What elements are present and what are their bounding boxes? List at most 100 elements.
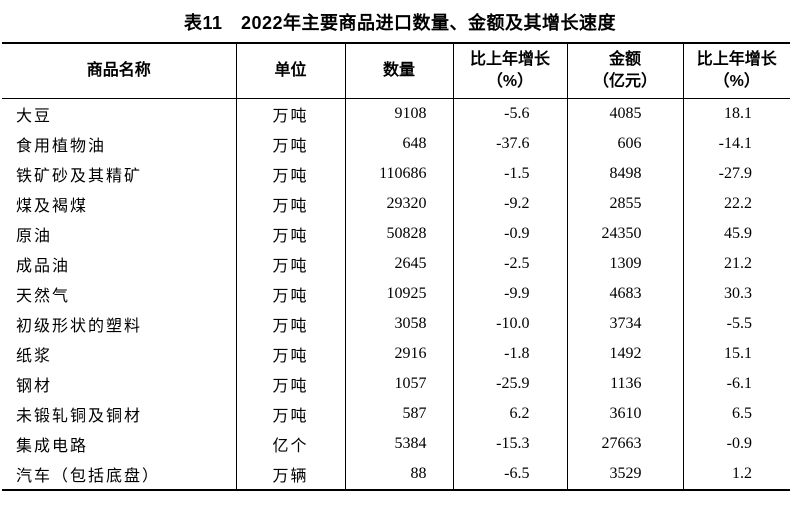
header-value-growth: 比上年增长 （%） [682,43,790,99]
value-growth-cell: 30.3 [682,279,790,309]
quantity-growth-cell: -5.6 [452,98,567,129]
header-value-line2: （亿元） [592,73,657,90]
commodity-name-cell: 食用植物油 [16,138,107,155]
header-row: 商品名称 单位 数量 比上年增长 （%） 金额 （亿元） 比上年增长 （%） [2,43,790,99]
quantity-cell: 1057 [344,369,453,399]
quantity-cell: 648 [344,129,453,159]
commodity-name-cell: 成品油 [16,258,71,275]
quantity-cell: 88 [344,459,453,490]
table-row: 铁矿砂及其精矿 万吨 110686 -1.5 8498 -27.9 [2,159,790,189]
commodity-name-cell: 煤及褐煤 [16,198,89,215]
unit-cell: 万吨 [235,369,345,399]
header-quantity: 数量 [344,43,453,99]
header-unit-label: 单位 [274,62,307,79]
value-cell: 3610 [566,399,683,429]
commodity-name-cell: 铁矿砂及其精矿 [16,168,143,185]
value-cell: 3529 [566,459,683,490]
quantity-growth-cell: -9.9 [452,279,567,309]
commodity-name-cell: 大豆 [16,108,53,125]
header-quantity-growth: 比上年增长 （%） [452,43,567,99]
value-growth-cell: 18.1 [682,98,790,129]
table-title: 表11 2022年主要商品进口数量、金额及其增长速度 [183,13,617,33]
header-value-growth-line1: 比上年增长 [696,51,777,68]
quantity-growth-cell: -1.5 [452,159,567,189]
table-row: 煤及褐煤 万吨 29320 -9.2 2855 22.2 [2,189,790,219]
value-growth-cell: -6.1 [682,369,790,399]
header-commodity: 商品名称 [2,43,236,99]
unit-cell: 万吨 [235,159,345,189]
table-row: 初级形状的塑料 万吨 3058 -10.0 3734 -5.5 [2,309,790,339]
quantity-growth-cell: 6.2 [452,399,567,429]
value-growth-cell: -0.9 [682,429,790,459]
quantity-growth-cell: -1.8 [452,339,567,369]
unit-cell: 万吨 [235,249,345,279]
value-cell: 1136 [566,369,683,399]
unit-cell: 万吨 [235,399,345,429]
header-commodity-label: 商品名称 [86,62,151,79]
value-growth-cell: 45.9 [682,219,790,249]
value-cell: 1309 [566,249,683,279]
value-growth-cell: -14.1 [682,129,790,159]
table-row: 原油 万吨 50828 -0.9 24350 45.9 [2,219,790,249]
value-cell: 606 [566,129,683,159]
table-row: 大豆 万吨 9108 -5.6 4085 18.1 [2,98,790,129]
commodity-name-cell: 集成电路 [16,438,89,455]
quantity-cell: 5384 [344,429,453,459]
quantity-growth-cell: -9.2 [452,189,567,219]
value-growth-cell: 22.2 [682,189,790,219]
quantity-cell: 2916 [344,339,453,369]
commodity-name-cell: 未锻轧铜及铜材 [16,408,143,425]
value-cell: 4085 [566,98,683,129]
quantity-cell: 9108 [344,98,453,129]
header-quantity-label: 数量 [382,62,415,79]
table-row: 天然气 万吨 10925 -9.9 4683 30.3 [2,279,790,309]
quantity-cell: 29320 [344,189,453,219]
commodity-name-cell: 钢材 [16,378,53,395]
value-growth-cell: -5.5 [682,309,790,339]
header-value-growth-line2: （%） [713,73,760,90]
quantity-growth-cell: -25.9 [452,369,567,399]
commodity-name-cell: 天然气 [16,288,71,305]
unit-cell: 亿个 [235,429,345,459]
unit-cell: 万吨 [235,189,345,219]
unit-cell: 万吨 [235,279,345,309]
quantity-growth-cell: -37.6 [452,129,567,159]
unit-cell: 万辆 [235,459,345,490]
quantity-growth-cell: -2.5 [452,249,567,279]
unit-cell: 万吨 [235,339,345,369]
quantity-growth-cell: -15.3 [452,429,567,459]
quantity-cell: 50828 [344,219,453,249]
quantity-cell: 110686 [344,159,453,189]
table-row: 纸浆 万吨 2916 -1.8 1492 15.1 [2,339,790,369]
header-quantity-growth-line2: （%） [486,73,534,90]
header-quantity-growth-line1: 比上年增长 [469,51,550,68]
commodity-name-cell: 汽车（包括底盘） [16,468,161,485]
value-cell: 4683 [566,279,683,309]
value-cell: 3734 [566,309,683,339]
value-growth-cell: 15.1 [682,339,790,369]
value-growth-cell: 6.5 [682,399,790,429]
value-growth-cell: -27.9 [682,159,790,189]
unit-cell: 万吨 [235,98,345,129]
table-header: 商品名称 单位 数量 比上年增长 （%） 金额 （亿元） 比上年增长 （%） [2,43,790,99]
table-row: 集成电路 亿个 5384 -15.3 27663 -0.9 [2,429,790,459]
quantity-growth-cell: -6.5 [452,459,567,490]
commodity-name-cell: 初级形状的塑料 [16,318,143,335]
value-cell: 2855 [566,189,683,219]
header-unit: 单位 [235,43,345,99]
unit-cell: 万吨 [235,219,345,249]
table-row: 汽车（包括底盘） 万辆 88 -6.5 3529 1.2 [2,459,790,490]
quantity-growth-cell: -10.0 [452,309,567,339]
table-row: 未锻轧铜及铜材 万吨 587 6.2 3610 6.5 [2,399,790,429]
quantity-cell: 587 [344,399,453,429]
value-growth-cell: 21.2 [682,249,790,279]
value-growth-cell: 1.2 [682,459,790,490]
commodity-name-cell: 纸浆 [16,348,53,365]
header-value-line1: 金额 [608,51,641,68]
quantity-cell: 10925 [344,279,453,309]
quantity-cell: 2645 [344,249,453,279]
import-commodities-table: 商品名称 单位 数量 比上年增长 （%） 金额 （亿元） 比上年增长 （%） 大… [2,42,790,491]
table-row: 成品油 万吨 2645 -2.5 1309 21.2 [2,249,790,279]
value-cell: 8498 [566,159,683,189]
unit-cell: 万吨 [235,129,345,159]
